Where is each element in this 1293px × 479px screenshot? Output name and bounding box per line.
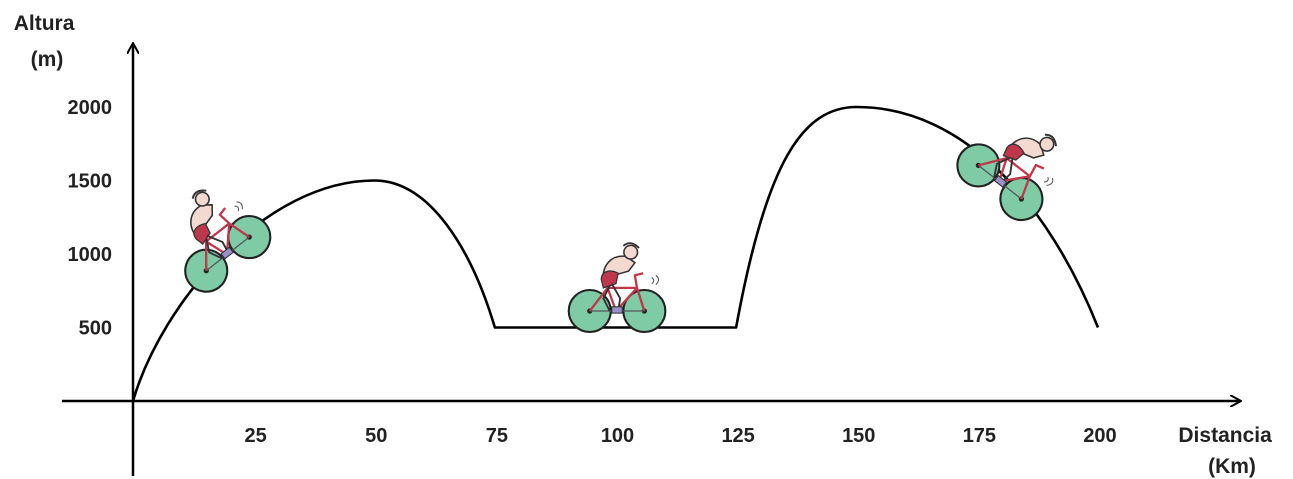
cyclist-descending-icon	[947, 97, 1081, 230]
y-axis-title-line-2: (m)	[31, 48, 64, 71]
x-tick-label: 75	[486, 425, 508, 447]
cyclist-flat-icon	[567, 242, 667, 334]
y-tick-label: 1000	[68, 244, 113, 266]
x-axis-title-line-2: (Km)	[1208, 455, 1256, 478]
x-tick-label: 150	[842, 425, 875, 447]
x-tick-label: 100	[601, 425, 634, 447]
x-axis-title: Distancia (Km)	[1178, 424, 1277, 478]
x-tick-label: 50	[365, 425, 387, 447]
x-tick-label: 125	[721, 425, 754, 447]
x-tick-label: 200	[1083, 425, 1116, 447]
x-tick-label: 25	[245, 425, 267, 447]
altitude-profile-line	[131, 105, 1100, 402]
x-axis-title-line-1: Distancia	[1178, 424, 1272, 447]
y-tick-labels: 500 1000 1500 2000	[68, 97, 113, 340]
x-tick-labels: 25 50 75 100 125 150 175 200	[245, 425, 1117, 447]
x-tick-label: 175	[963, 425, 996, 447]
y-axis-title: Altura (m)	[14, 12, 81, 71]
y-tick-label: 500	[79, 318, 112, 340]
y-axis-title-line-1: Altura	[14, 12, 75, 35]
y-tick-label: 2000	[68, 97, 113, 119]
y-tick-label: 1500	[68, 171, 113, 193]
cyclist-climbing-icon	[146, 169, 280, 302]
